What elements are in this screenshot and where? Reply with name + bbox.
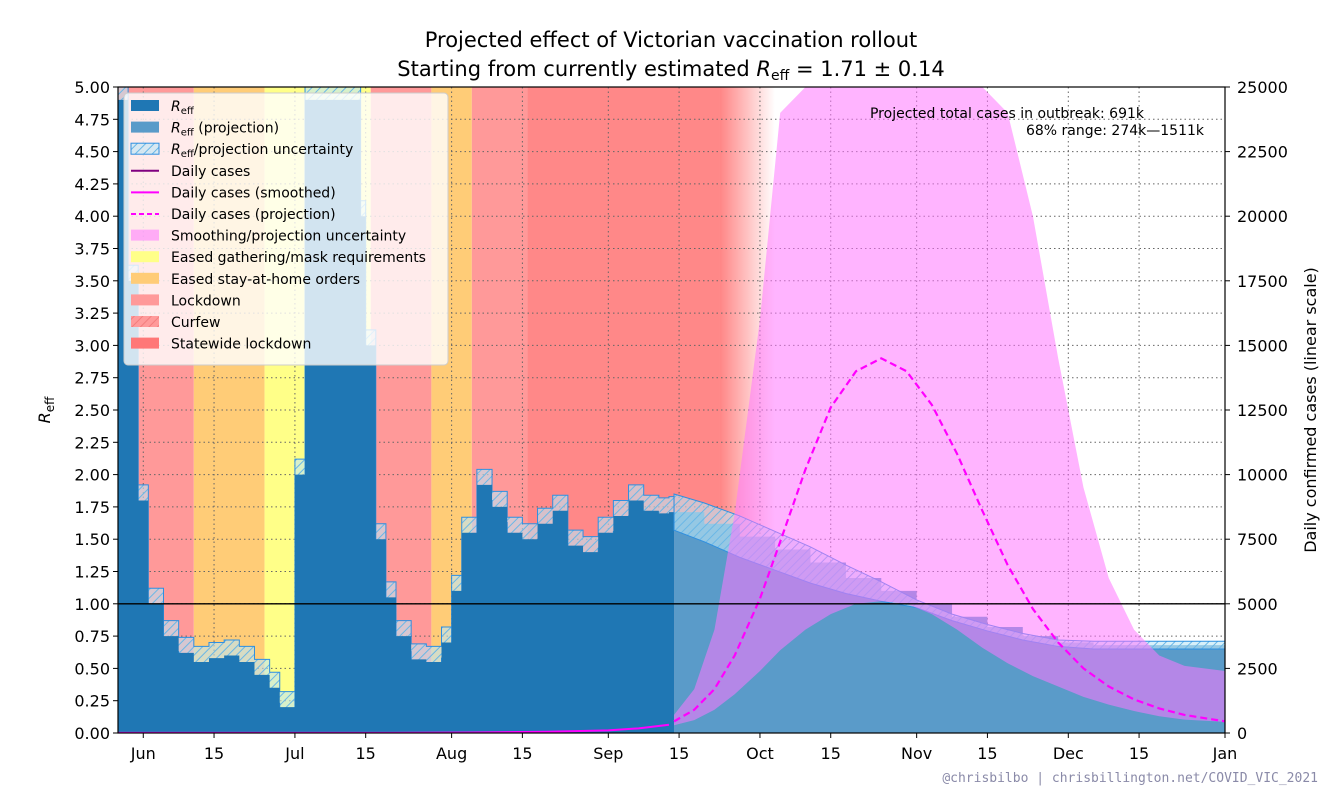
x-tick-label: 15 <box>821 744 841 763</box>
legend-label: Eased stay-at-home orders <box>171 272 360 288</box>
legend-entry: Eased gathering/mask requirements <box>131 250 426 266</box>
legend-entry: Reff/projection uncertainty <box>130 142 353 160</box>
x-tick-label: Nov <box>901 744 932 763</box>
axes: 0.00 0.25 0.50 0.75 1.00 1.25 1.50 1.75 2.00 2.25… <box>74 78 1288 763</box>
x-tick-label: Aug <box>436 744 467 763</box>
legend-entry: Eased stay-at-home orders <box>131 272 360 288</box>
left-tick-label: 5.00 <box>74 78 110 97</box>
left-tick-label: 0.25 <box>74 692 110 711</box>
legend-swatch <box>131 337 159 349</box>
legend-swatch <box>131 316 159 327</box>
legend-label: Reff (projection) <box>171 121 279 139</box>
right-tick-label: 2500 <box>1237 659 1278 678</box>
left-tick-label: 4.50 <box>74 143 110 162</box>
x-tick-label: Dec <box>1053 744 1084 763</box>
legend-swatch <box>131 272 159 284</box>
legend-label: Daily cases (smoothed) <box>171 185 336 201</box>
left-tick-label: 4.75 <box>74 110 110 129</box>
y-axis-left-label: Reff <box>35 396 57 424</box>
left-tick-label: 1.50 <box>74 530 110 549</box>
legend-entry: Daily cases <box>131 164 250 180</box>
x-tick-label: 15 <box>977 744 997 763</box>
legend: Reff Reff (projection) Reff/projection unc… <box>123 92 449 366</box>
x-tick-label: 15 <box>669 744 689 763</box>
legend-entry: Daily cases (smoothed) <box>131 185 336 201</box>
legend-label: Lockdown <box>171 293 241 309</box>
x-tick-label: 15 <box>204 744 224 763</box>
legend-entry: Curfew <box>131 315 220 331</box>
projected-total-cases-note: Projected total cases in outbreak: 691k <box>870 106 1145 122</box>
legend-entry: Reff <box>131 99 195 117</box>
chart-subtitle: Starting from currently estimated Reff =… <box>397 57 944 84</box>
right-tick-label: 12500 <box>1237 401 1288 420</box>
legend-entry: Statewide lockdown <box>131 337 311 353</box>
left-tick-label: 3.00 <box>74 336 110 355</box>
legend-entry: Reff (projection) <box>131 121 279 139</box>
x-tick-label: Jul <box>284 744 304 763</box>
legend-swatch <box>131 121 159 133</box>
legend-swatch <box>131 251 159 263</box>
legend-entry: Smoothing/projection uncertainty <box>131 229 406 245</box>
left-tick-label: 0.50 <box>74 659 110 678</box>
credit-text: @chrisbilbo | chrisbillington.net/COVID_… <box>942 771 1318 786</box>
legend-label: Statewide lockdown <box>171 337 311 353</box>
legend-swatch <box>131 100 159 111</box>
data-layer <box>118 87 1225 733</box>
chart-title: Projected effect of Victorian vaccinatio… <box>425 28 918 52</box>
right-tick-label: 0 <box>1237 724 1247 743</box>
legend-label: Reff <box>171 99 195 117</box>
legend-swatch <box>130 142 160 155</box>
left-tick-label: 2.75 <box>74 369 110 388</box>
left-tick-label: 1.75 <box>74 498 110 517</box>
x-tick-label: 15 <box>1129 744 1149 763</box>
left-tick-label: 3.75 <box>74 240 110 259</box>
legend-swatch <box>131 229 159 241</box>
legend-label: Smoothing/projection uncertainty <box>171 229 406 245</box>
legend-label: Daily cases (projection) <box>171 207 336 223</box>
left-tick-label: 3.25 <box>74 304 110 323</box>
legend-label: Daily cases <box>171 164 250 180</box>
left-tick-label: 1.25 <box>74 563 110 582</box>
x-tick-label: 15 <box>512 744 532 763</box>
legend-box <box>123 92 449 366</box>
legend-entry: Lockdown <box>131 293 241 309</box>
right-tick-label: 7500 <box>1237 530 1278 549</box>
right-tick-label: 20000 <box>1237 207 1288 226</box>
right-tick-label: 10000 <box>1237 466 1288 485</box>
legend-label: Reff/projection uncertainty <box>171 142 353 160</box>
legend-entry: Daily cases (projection) <box>131 207 336 223</box>
left-tick-label: 0.00 <box>74 724 110 743</box>
left-tick-label: 4.00 <box>74 207 110 226</box>
legend-label: Curfew <box>171 315 220 331</box>
cases-uncertainty-band <box>674 87 1225 726</box>
legend-swatch <box>131 294 159 306</box>
right-tick-label: 15000 <box>1237 336 1288 355</box>
left-tick-label: 2.25 <box>74 433 110 452</box>
projected-range-note: 68% range: 274k—1511k <box>1026 123 1205 139</box>
right-tick-label: 5000 <box>1237 595 1278 614</box>
left-tick-label: 0.75 <box>74 627 110 646</box>
cases-projection-line <box>673 357 1225 723</box>
left-tick-label: 3.50 <box>74 272 110 291</box>
legend-label: Eased gathering/mask requirements <box>171 250 426 266</box>
left-tick-label: 1.00 <box>74 595 110 614</box>
x-tick-label: Oct <box>746 744 774 763</box>
y-axis-right-label: Daily confirmed cases (linear scale) <box>1301 267 1320 553</box>
r-eff-area <box>118 99 675 733</box>
left-tick-label: 2.50 <box>74 401 110 420</box>
x-tick-label: Jan <box>1212 744 1238 763</box>
left-tick-label: 4.25 <box>74 175 110 194</box>
right-tick-label: 22500 <box>1237 143 1288 162</box>
right-tick-label: 25000 <box>1237 78 1288 97</box>
x-tick-label: Jun <box>130 744 156 763</box>
left-tick-label: 2.00 <box>74 466 110 485</box>
x-tick-label: Sep <box>593 744 623 763</box>
x-tick-label: 15 <box>356 744 376 763</box>
right-tick-label: 17500 <box>1237 272 1288 291</box>
